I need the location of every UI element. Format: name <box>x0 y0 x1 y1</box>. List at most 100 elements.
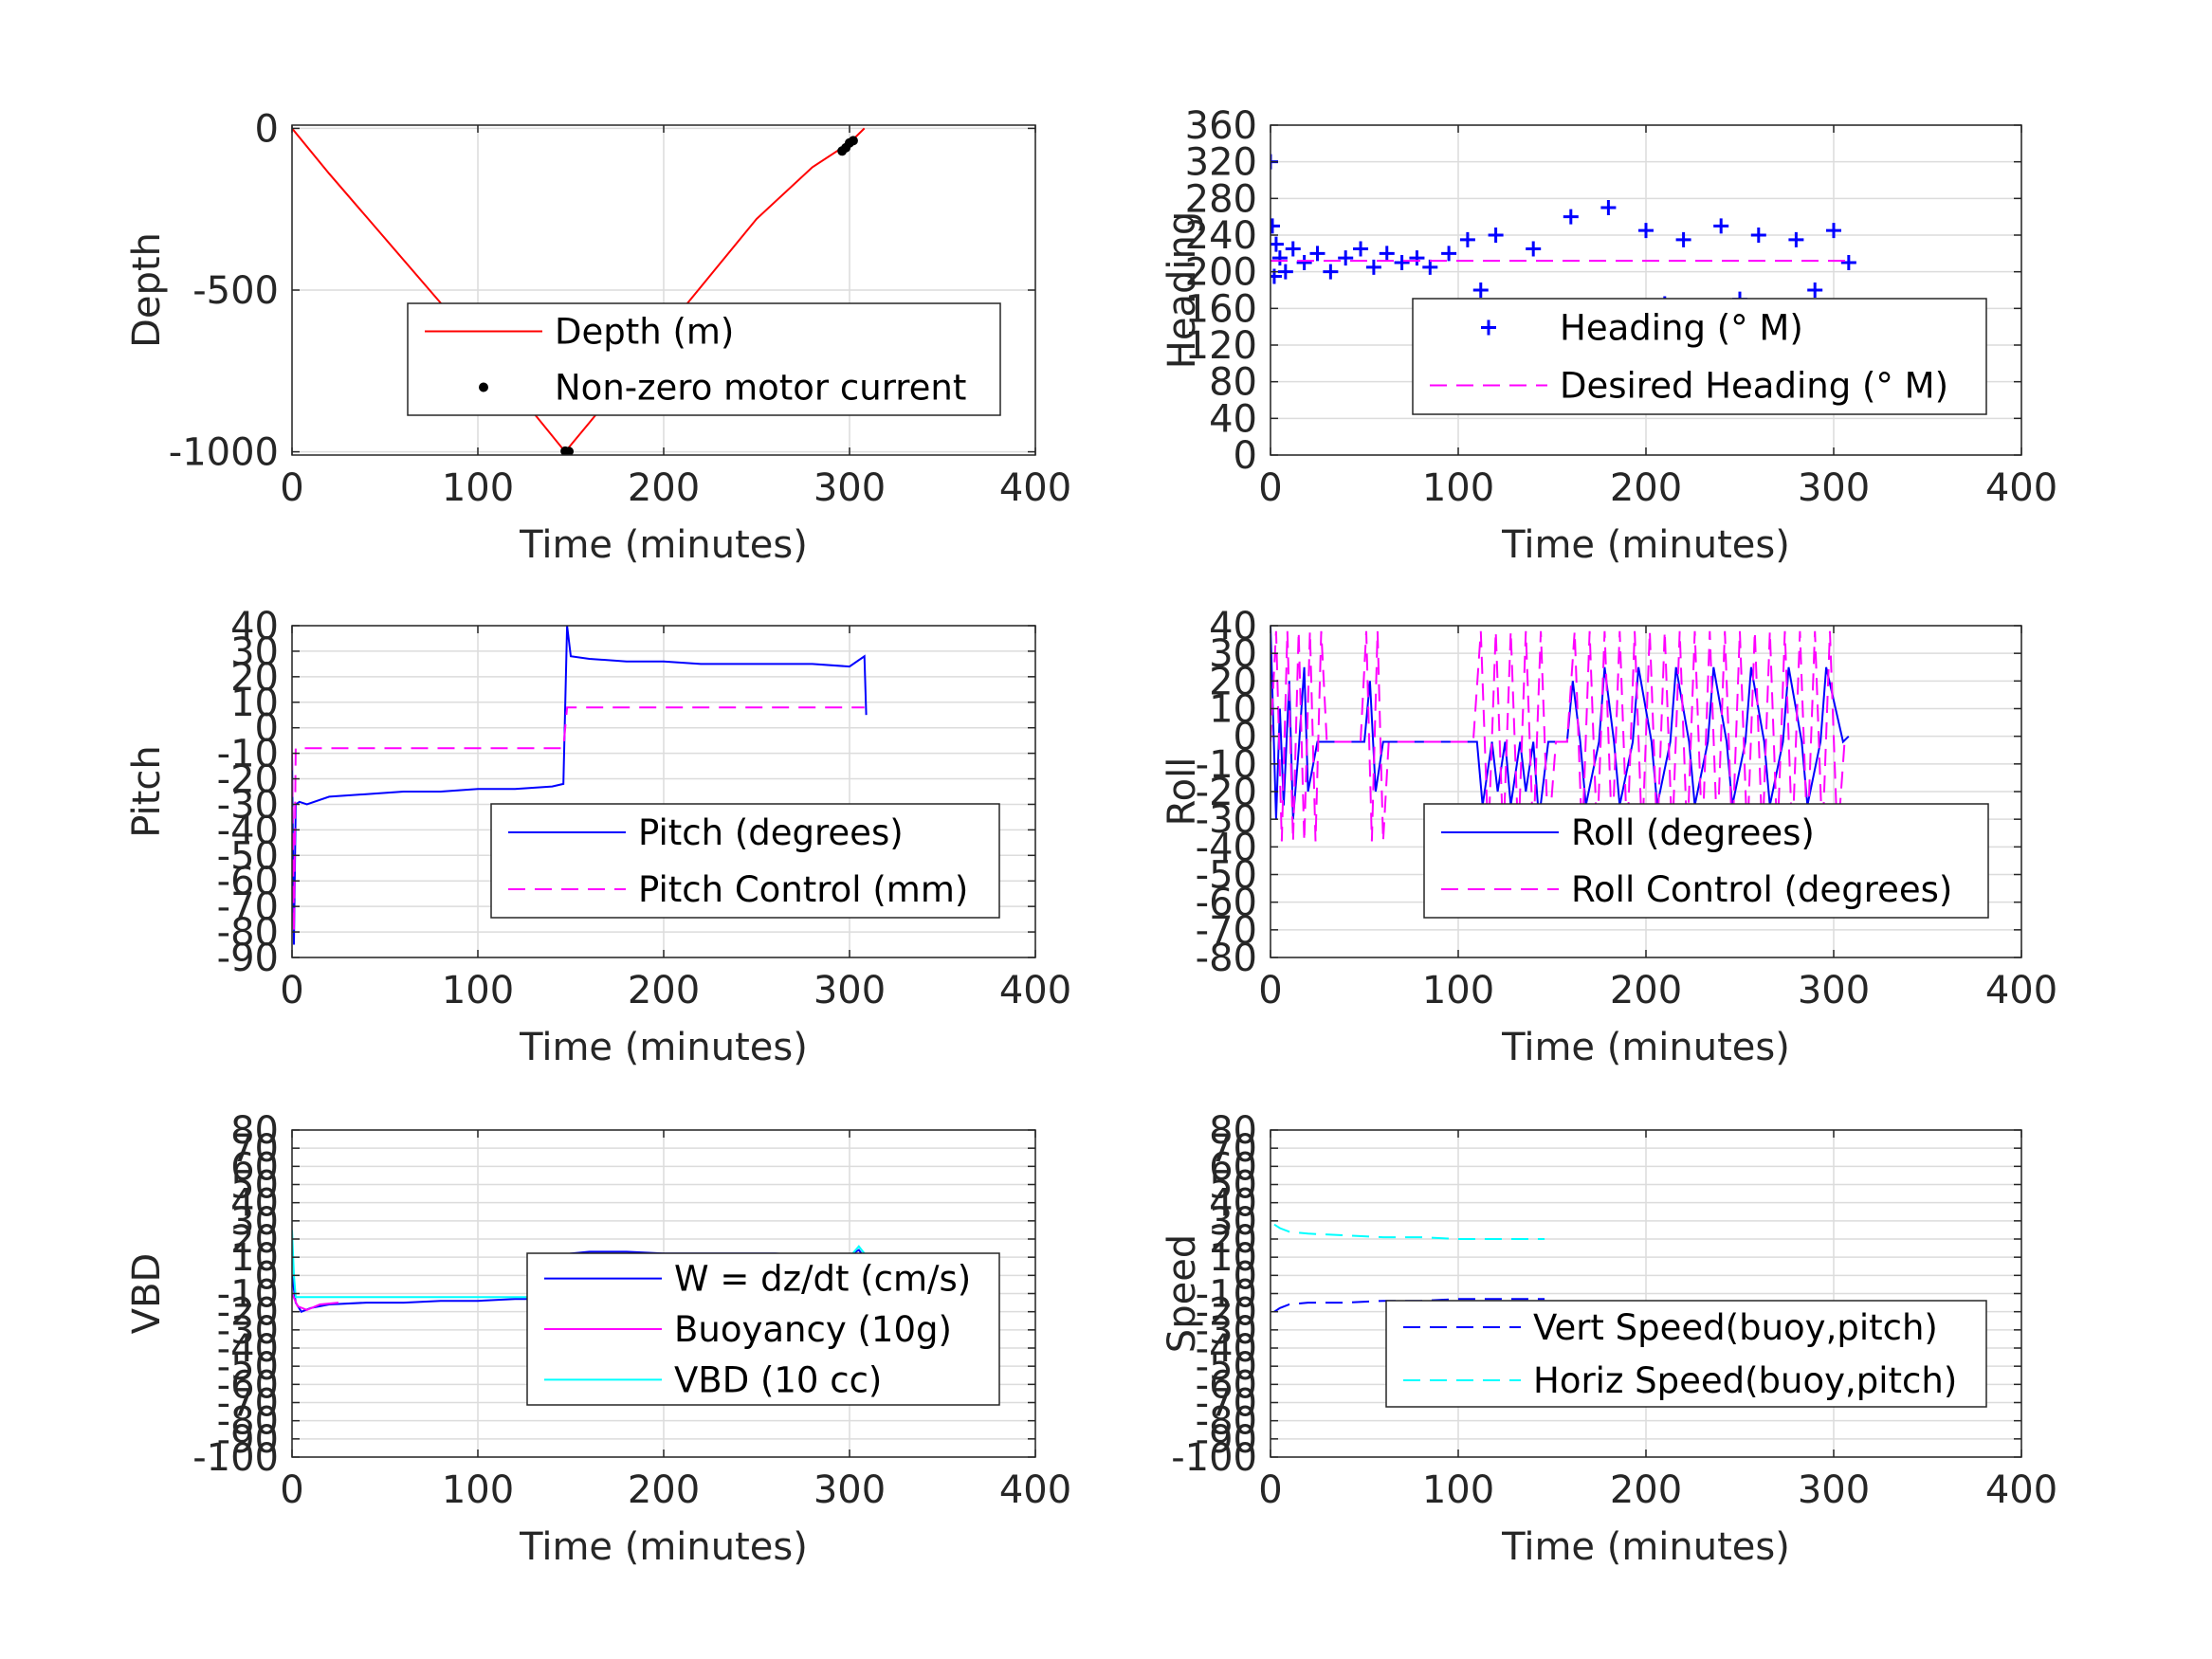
x-tick-label: 200 <box>628 466 700 510</box>
x-tick-label: 200 <box>1610 969 1682 1012</box>
y-tick-label: 30 <box>1209 632 1257 676</box>
y-tick-label: 70 <box>230 1127 279 1171</box>
x-axis-label: Time (minutes) <box>1501 1525 1790 1569</box>
legend-box <box>1385 1300 1987 1408</box>
x-tick-label: 300 <box>1798 969 1870 1012</box>
legend: Pitch (degrees) Pitch Control (mm) <box>490 803 1000 919</box>
y-tick-label: -90 <box>217 1418 279 1462</box>
series-depth-0 <box>292 127 866 454</box>
x-tick-label: 0 <box>280 1468 303 1512</box>
x-tick-label: 300 <box>1798 1468 1870 1512</box>
x-tick-label: 100 <box>442 1468 514 1512</box>
y-tick-label: 360 <box>1185 104 1257 148</box>
y-tick-label: -40 <box>1196 826 1257 869</box>
series-line <box>1273 1298 1545 1313</box>
y-axis-label: VBD <box>125 1253 169 1335</box>
series-depth-1 <box>560 136 858 455</box>
data-point <box>1807 283 1823 298</box>
y-tick-label: -60 <box>1196 882 1257 925</box>
legend-label: Buoyancy (10g) <box>674 1309 952 1350</box>
y-tick-label: 160 <box>1185 287 1257 331</box>
x-tick-label: 0 <box>1258 1468 1282 1512</box>
data-point <box>1338 250 1354 266</box>
data-point <box>1840 255 1856 270</box>
x-tick-label: 300 <box>814 1468 886 1512</box>
data-point <box>1600 200 1617 215</box>
y-tick-label: 10 <box>1209 688 1257 732</box>
y-tick-label: 200 <box>1185 251 1257 295</box>
data-point <box>1394 255 1410 270</box>
y-tick-label: -40 <box>217 1327 279 1371</box>
y-tick-label: -50 <box>1196 1345 1257 1389</box>
legend: Heading (° M) Desired Heading (° M) <box>1412 298 1987 415</box>
data-point <box>1459 231 1475 247</box>
y-tick-label: -500 <box>192 269 279 313</box>
y-tick-label: 80 <box>1209 1109 1257 1153</box>
y-tick-label: -50 <box>217 1345 279 1389</box>
legend-label: VBD (10 cc) <box>674 1359 882 1400</box>
chart-vbd: 0 100 200 300 40080706050403020100-10-20-30-… <box>125 1109 1071 1569</box>
y-tick-label: 280 <box>1185 177 1257 221</box>
y-tick-label: 30 <box>230 630 279 674</box>
x-tick-label: 400 <box>999 466 1071 510</box>
legend-label: Depth (m) <box>555 312 734 353</box>
data-point <box>1472 283 1489 298</box>
y-tick-label: 0 <box>1234 1254 1257 1298</box>
y-tick-label: -50 <box>217 834 279 878</box>
data-point <box>1271 250 1288 266</box>
x-tick-label: 0 <box>1258 466 1282 510</box>
y-axis-label: Speed <box>1161 1234 1204 1353</box>
legend-label: Pitch (degrees) <box>638 812 904 853</box>
legend-label: Roll Control (degrees) <box>1571 869 1952 910</box>
y-tick-label: -10 <box>217 1273 279 1317</box>
y-axis-label: Depth <box>125 232 169 348</box>
legend-label: Vert Speed(buoy,pitch) <box>1533 1307 1938 1348</box>
y-tick-label: -30 <box>1196 1309 1257 1353</box>
y-tick-label: 30 <box>230 1200 279 1244</box>
y-tick-label: 30 <box>1209 1200 1257 1244</box>
x-tick-label: 100 <box>1422 969 1494 1012</box>
legend: Vert Speed(buoy,pitch) Horiz Speed(buoy,p… <box>1385 1300 1987 1408</box>
y-tick-label: -50 <box>1196 854 1257 898</box>
x-tick-label: 0 <box>1258 969 1282 1012</box>
y-tick-label: 10 <box>230 682 279 725</box>
y-tick-label: -60 <box>1196 1363 1257 1407</box>
y-tick-label: 50 <box>1209 1164 1257 1208</box>
y-tick-label: 0 <box>255 1254 279 1298</box>
legend-label: W = dz/dt (cm/s) <box>674 1259 971 1300</box>
y-tick-label: 20 <box>230 1218 279 1262</box>
y-tick-label: 40 <box>230 1182 279 1226</box>
x-tick-label: 200 <box>628 969 700 1012</box>
y-tick-label: -90 <box>217 937 279 980</box>
legend-label: Horiz Speed(buoy,pitch) <box>1533 1360 1957 1401</box>
y-tick-label: 60 <box>1209 1145 1257 1189</box>
y-tick-label: 50 <box>230 1164 279 1208</box>
y-tick-label: -90 <box>1196 1418 1257 1462</box>
series-pitch-0 <box>292 626 868 945</box>
y-tick-label: -70 <box>1196 1382 1257 1426</box>
legend-label: Roll (degrees) <box>1571 812 1815 853</box>
series-line <box>292 1293 339 1311</box>
y-tick-label: 10 <box>230 1236 279 1280</box>
y-tick-label: -30 <box>217 783 279 827</box>
data-point <box>1277 264 1293 280</box>
x-tick-label: 400 <box>999 969 1071 1012</box>
x-tick-label: 400 <box>1985 969 2057 1012</box>
legend-label: Pitch Control (mm) <box>638 869 968 910</box>
y-tick-label: 40 <box>1209 605 1257 648</box>
legend-label: Desired Heading (° M) <box>1560 366 1948 407</box>
data-point <box>1422 259 1438 275</box>
data-point <box>1353 241 1369 257</box>
x-tick-label: 200 <box>628 1468 700 1512</box>
x-tick-label: 400 <box>1985 466 2057 510</box>
x-axis-label: Time (minutes) <box>519 523 808 567</box>
legend-swatch <box>479 382 488 392</box>
y-axis-label: Roll <box>1161 757 1204 827</box>
y-tick-label: -1000 <box>169 431 279 475</box>
x-tick-label: 0 <box>280 969 303 1012</box>
y-tick-label: 0 <box>1234 434 1257 478</box>
x-tick-label: 300 <box>814 466 886 510</box>
y-tick-label: -100 <box>1171 1436 1257 1480</box>
data-layer <box>292 626 868 945</box>
